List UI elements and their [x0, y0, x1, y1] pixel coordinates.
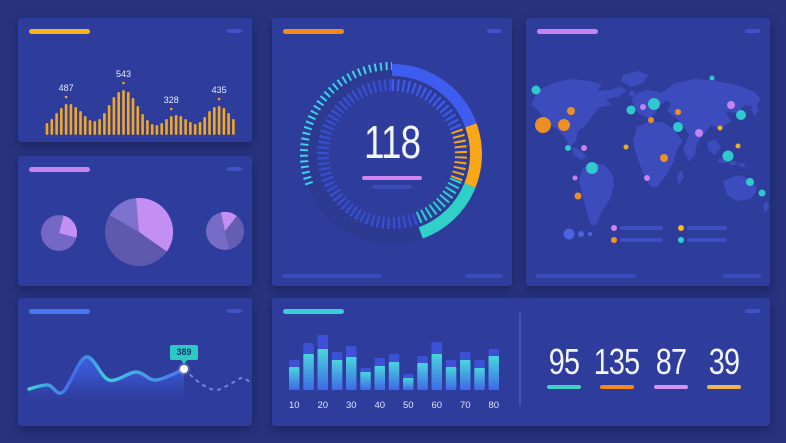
stat-item: 135: [585, 344, 649, 389]
svg-text:543: 543: [116, 69, 131, 79]
svg-text:60: 60: [432, 400, 443, 411]
panel-wave-chart: 487 543 328 435: [18, 18, 252, 142]
panel-menu-bar[interactable]: [745, 309, 760, 313]
svg-text:20: 20: [318, 400, 329, 411]
svg-text:40: 40: [375, 400, 386, 411]
svg-text:10: 10: [289, 400, 300, 411]
stat-item: 39: [692, 344, 756, 389]
stat-value: 39: [708, 341, 740, 382]
gauge-underline-primary: [362, 176, 422, 180]
panel-menu-bar[interactable]: [227, 309, 242, 313]
svg-text:30: 30: [346, 400, 357, 411]
gauge-chart: [299, 62, 482, 244]
svg-text:80: 80: [489, 400, 500, 411]
panel-pie-charts: [18, 156, 252, 286]
panel-title-bar: [283, 309, 344, 314]
panel-line-chart: 389: [18, 298, 252, 426]
gauge-value: 118: [363, 116, 421, 168]
panel-bar-stats: 10 20 30 40 50 60 70 80 95 135 87 39: [272, 298, 770, 426]
panel-footer-bar: [536, 274, 636, 278]
stat-underline: [707, 385, 741, 389]
svg-text:328: 328: [164, 95, 179, 105]
stacked-bar-chart: 10 20 30 40 50 60 70 80: [289, 335, 500, 411]
line-point-tooltip: 389: [170, 345, 198, 364]
line-point-marker: [180, 365, 188, 373]
gauge-underline-secondary: [372, 185, 412, 189]
svg-text:487: 487: [59, 83, 74, 93]
stat-underline: [547, 385, 581, 389]
panel-footer-bar-small: [465, 274, 503, 278]
panel-footer-bar-small: [723, 274, 761, 278]
panel-title-bar: [283, 29, 344, 34]
panel-menu-bar[interactable]: [227, 167, 242, 171]
panel-title-bar: [537, 29, 598, 34]
stat-item: 87: [639, 344, 703, 389]
panel-menu-bar[interactable]: [745, 29, 760, 33]
stat-value: 87: [655, 341, 687, 382]
panel-title-bar: [29, 309, 90, 314]
stat-underline: [654, 385, 688, 389]
panel-world-map: [526, 18, 770, 286]
svg-text:70: 70: [460, 400, 471, 411]
panel-title-bar: [29, 29, 90, 34]
panel-footer-bar: [282, 274, 382, 278]
line-chart: [27, 355, 252, 398]
panel-gauge: 118: [272, 18, 512, 286]
svg-text:50: 50: [403, 400, 414, 411]
panel-title-bar: [29, 167, 90, 172]
panel-divider: [519, 312, 521, 406]
panel-menu-bar[interactable]: [487, 29, 502, 33]
world-map-chart: [531, 71, 769, 243]
stat-underline: [600, 385, 634, 389]
stat-value: 95: [548, 341, 580, 382]
svg-text:435: 435: [212, 85, 227, 95]
wave-bar-chart: 487 543 328 435: [45, 69, 235, 135]
stat-item: 95: [532, 344, 596, 389]
pie-charts: [41, 197, 245, 266]
panel-menu-bar[interactable]: [227, 29, 242, 33]
stat-value: 135: [594, 341, 640, 382]
